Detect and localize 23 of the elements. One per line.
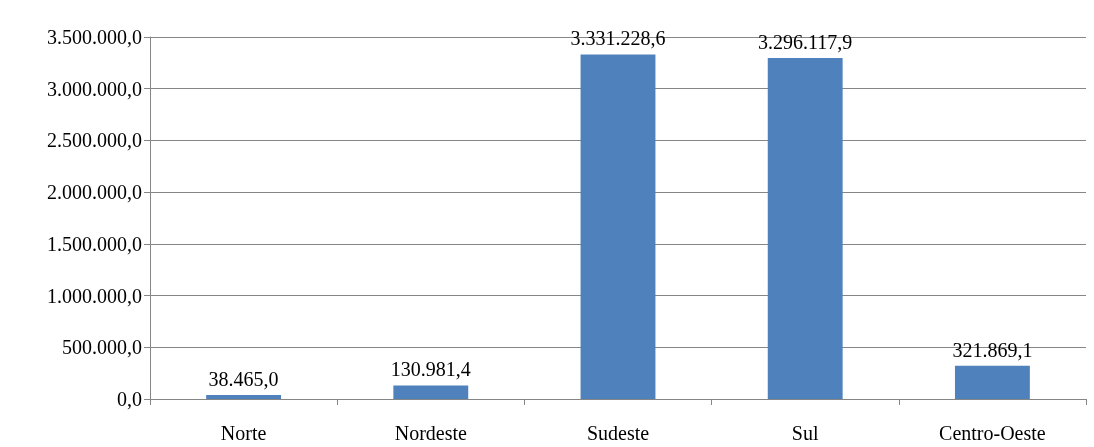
data-label: 321.869,1: [952, 338, 1033, 361]
y-tick-label: 1.000.000,0: [47, 284, 142, 307]
y-tick-label: 2.500.000,0: [47, 129, 142, 152]
data-label: 130.981,4: [390, 358, 471, 381]
data-label: 3.296.117,9: [758, 31, 853, 54]
bar: [767, 58, 843, 399]
y-tick-label: 1.500.000,0: [47, 232, 142, 255]
bar: [393, 385, 469, 399]
x-tick-label: Sudeste: [586, 422, 650, 444]
x-tick-label: Centro-Oeste: [939, 422, 1046, 444]
bar: [206, 395, 282, 399]
data-label: 38.465,0: [208, 368, 279, 391]
x-tick-label: Norte: [220, 422, 267, 444]
y-tick-label: 0,0: [117, 388, 142, 410]
y-tick-label: 3.000.000,0: [47, 77, 142, 100]
y-tick-label: 2.000.000,0: [47, 181, 142, 204]
bar: [954, 365, 1030, 399]
bar: [580, 54, 656, 399]
y-tick-label: 500.000,0: [62, 336, 142, 359]
x-tick-label: Nordeste: [394, 422, 468, 444]
y-tick-label: 3.500.000,0: [47, 26, 142, 48]
data-label: 3.331.228,6: [570, 27, 666, 50]
x-tick-label: Sul: [791, 422, 819, 444]
